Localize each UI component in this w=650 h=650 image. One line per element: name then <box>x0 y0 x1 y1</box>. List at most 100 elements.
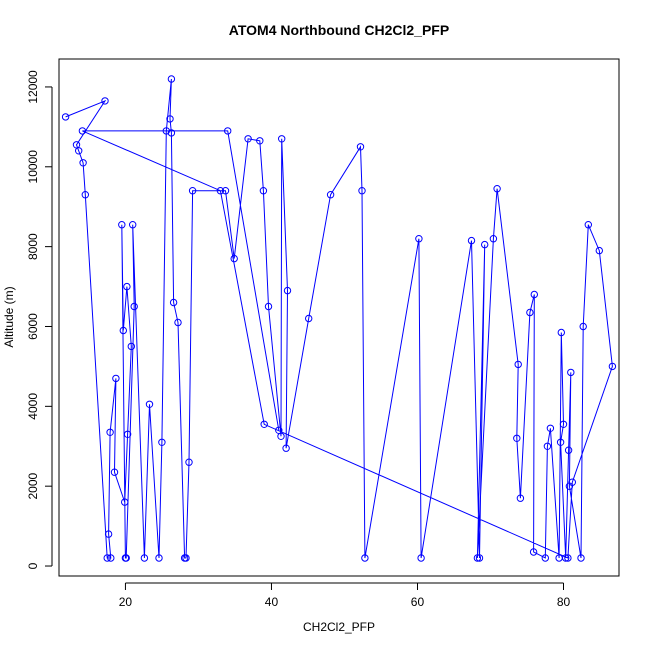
data-point <box>584 221 592 229</box>
x-tick-label: 20 <box>119 595 133 609</box>
data-point <box>577 554 585 562</box>
data-point <box>356 143 365 151</box>
data-point <box>79 159 87 167</box>
data-point <box>557 328 565 337</box>
data-point <box>546 424 555 432</box>
data-point <box>513 434 521 442</box>
data-point <box>167 129 176 137</box>
data-point <box>564 554 572 562</box>
data-point <box>259 187 268 195</box>
data-point <box>283 286 292 295</box>
data-point <box>473 554 482 562</box>
data-point <box>567 368 575 377</box>
data-point <box>556 438 565 446</box>
data-point <box>129 221 137 229</box>
y-axis-label: Altitude (m) <box>2 286 16 347</box>
data-point <box>467 236 476 245</box>
data-point <box>543 442 552 450</box>
data-point <box>608 362 617 371</box>
data-point <box>244 135 252 143</box>
data-point <box>75 147 83 155</box>
data-point <box>174 318 182 327</box>
data-point <box>61 113 70 121</box>
x-axis-label: CH2Cl2_PFP <box>303 620 375 634</box>
data-point <box>158 438 166 446</box>
data-point <box>305 314 313 323</box>
series-line <box>65 78 613 559</box>
data-point <box>221 187 230 195</box>
data-point <box>595 246 603 255</box>
data-point <box>415 235 423 243</box>
chart-title: ATOM4 Northbound CH2Cl2_PFP <box>229 22 449 38</box>
data-point <box>559 420 568 428</box>
data-point <box>107 554 115 562</box>
data-point <box>185 458 193 466</box>
data-point <box>182 554 190 562</box>
data-point <box>224 127 232 135</box>
data-point <box>145 400 154 408</box>
data-point <box>166 115 174 123</box>
data-point <box>278 135 286 143</box>
data-point <box>123 430 132 438</box>
data-point <box>78 127 87 135</box>
data-point <box>104 530 113 538</box>
data-point <box>103 554 111 562</box>
axes-layer: 20 40 60 80 0 2000 4000 6000 8000 10000 12000 <box>26 70 571 609</box>
data-point <box>481 240 489 249</box>
data-point <box>216 187 225 195</box>
data-point <box>562 554 570 562</box>
data-point <box>123 282 131 291</box>
data-point <box>101 97 109 105</box>
data-point <box>155 554 163 562</box>
data-point <box>264 302 273 311</box>
data-point <box>282 444 290 452</box>
y-tick-label: 0 <box>26 562 40 569</box>
data-point <box>122 554 130 562</box>
data-point <box>121 498 129 506</box>
data-point <box>119 326 128 335</box>
data-point <box>81 191 90 199</box>
y-tick-label: 8000 <box>26 233 40 260</box>
data-point <box>256 137 264 145</box>
data-point <box>167 75 176 83</box>
data-point <box>514 360 522 369</box>
data-point <box>417 554 425 562</box>
y-tick-label: 6000 <box>26 313 40 340</box>
data-point <box>112 374 120 383</box>
data-point <box>529 548 538 556</box>
x-tick-label: 80 <box>557 595 571 609</box>
data-point <box>130 302 138 311</box>
data-point <box>118 221 126 229</box>
data-point <box>564 446 573 454</box>
data-point <box>162 127 171 135</box>
data-point <box>275 426 283 434</box>
data-point <box>140 554 149 562</box>
data-point <box>568 478 576 486</box>
data-point <box>188 187 197 195</box>
data-point <box>361 554 369 562</box>
data-point <box>326 191 335 199</box>
data-point <box>526 308 534 317</box>
data-point <box>110 468 119 476</box>
y-tick-label: 2000 <box>26 473 40 500</box>
data-point <box>541 554 549 562</box>
data-point <box>260 420 268 428</box>
x-tick-label: 40 <box>265 595 279 609</box>
y-tick-label: 12000 <box>26 70 40 104</box>
data-point <box>230 254 238 263</box>
data-point <box>127 342 136 351</box>
data-point <box>516 494 525 502</box>
data-point <box>475 554 484 562</box>
data-point <box>530 290 538 299</box>
x-tick-label: 60 <box>411 595 425 609</box>
data-point <box>489 235 498 243</box>
data-point <box>169 298 178 307</box>
y-tick-label: 10000 <box>26 150 40 184</box>
data-point <box>493 185 501 193</box>
series-layer <box>61 75 617 562</box>
plot-frame <box>58 58 620 577</box>
data-point <box>106 428 114 436</box>
y-tick-label: 4000 <box>26 393 40 420</box>
data-point <box>579 322 587 331</box>
